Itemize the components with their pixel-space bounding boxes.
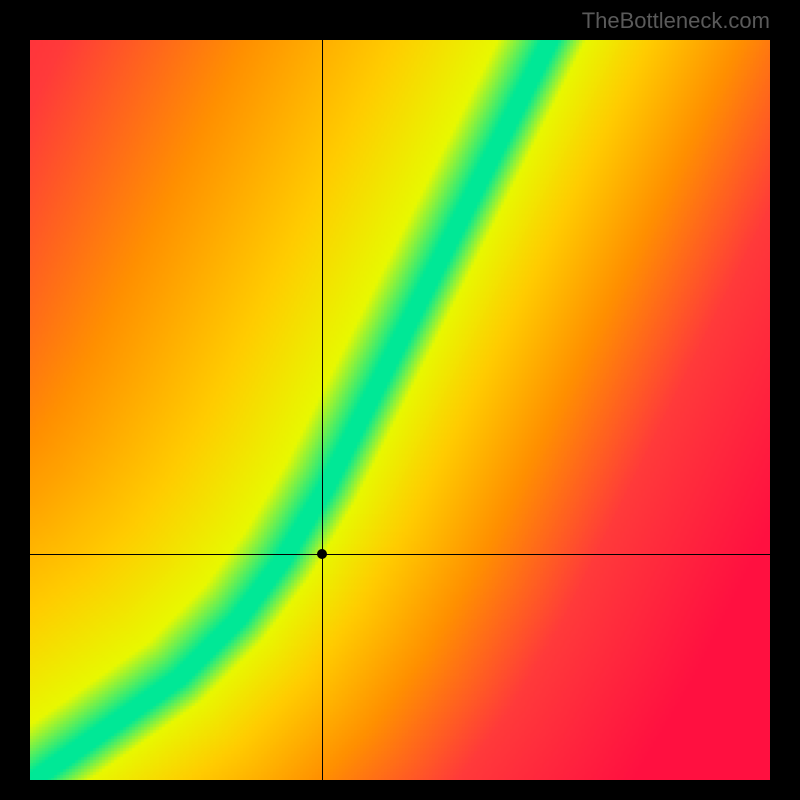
watermark-text: TheBottleneck.com — [582, 8, 770, 34]
crosshair-marker — [317, 549, 327, 559]
heatmap-plot — [30, 40, 770, 780]
crosshair-vertical — [322, 40, 323, 780]
crosshair-horizontal — [30, 554, 770, 555]
heatmap-canvas — [30, 40, 770, 780]
